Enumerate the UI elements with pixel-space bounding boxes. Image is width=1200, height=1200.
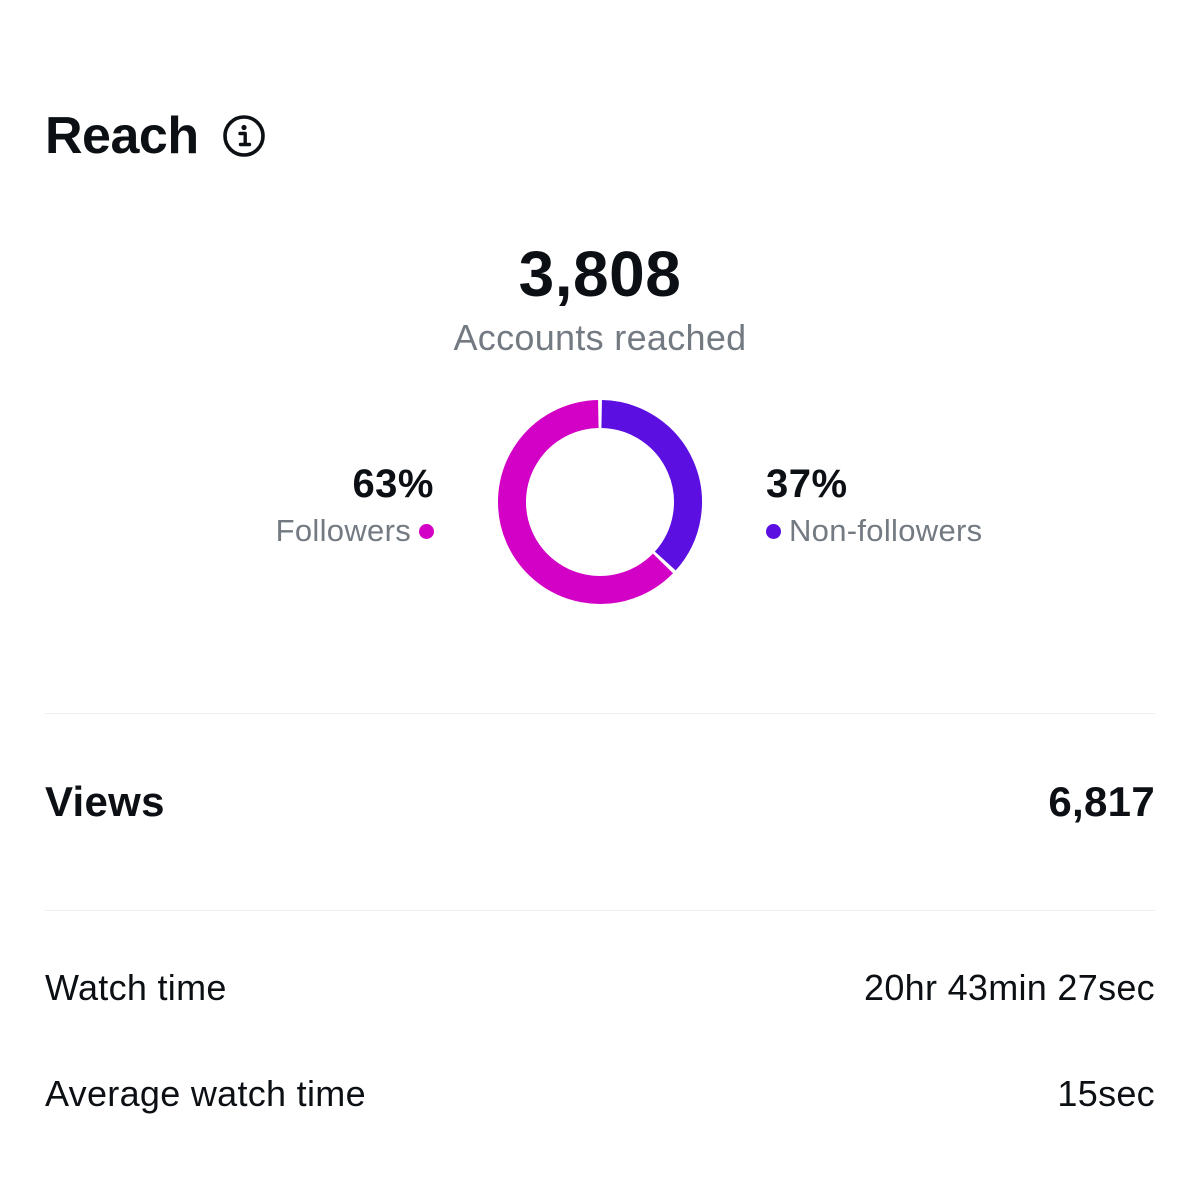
- accounts-reached-value: 3,808: [518, 238, 682, 310]
- non-followers-label-row: Non-followers: [766, 510, 982, 552]
- reach-header: Reach: [45, 104, 267, 168]
- followers-label-row: Followers: [276, 510, 434, 552]
- divider: [45, 713, 1155, 714]
- divider: [45, 910, 1155, 911]
- views-value: 6,817: [1048, 778, 1155, 825]
- reach-donut-chart: [496, 398, 704, 606]
- accounts-reached-summary: 3,808 Accounts reached: [0, 236, 1200, 360]
- non-followers-label: Non-followers: [789, 513, 983, 548]
- non-followers-percent: 37%: [766, 462, 848, 506]
- average-watch-time-row: Average watch time 15sec: [45, 1068, 1155, 1120]
- donut-svg: [498, 400, 702, 604]
- followers-label: Followers: [275, 513, 411, 548]
- accounts-reached-label: Accounts reached: [453, 317, 747, 358]
- watch-time-row: Watch time 20hr 43min 27sec: [45, 962, 1155, 1014]
- non-followers-dot: [766, 523, 781, 539]
- followers-legend: 63% Followers: [276, 458, 434, 552]
- donut-segment-followers: [498, 400, 673, 604]
- watch-time-value: 20hr 43min 27sec: [864, 967, 1155, 1008]
- non-followers-legend: 37% Non-followers: [766, 458, 982, 552]
- followers-dot: [419, 523, 434, 539]
- donut-segment-non-followers: [600, 400, 702, 571]
- info-circle-icon[interactable]: [221, 113, 267, 159]
- views-row[interactable]: Views 6,817: [45, 772, 1155, 832]
- followers-percent: 63%: [352, 462, 434, 506]
- average-watch-time-value: 15sec: [1057, 1073, 1155, 1114]
- watch-time-label: Watch time: [45, 967, 227, 1008]
- reach-title: Reach: [45, 107, 199, 165]
- average-watch-time-label: Average watch time: [45, 1073, 366, 1114]
- views-label: Views: [45, 778, 165, 825]
